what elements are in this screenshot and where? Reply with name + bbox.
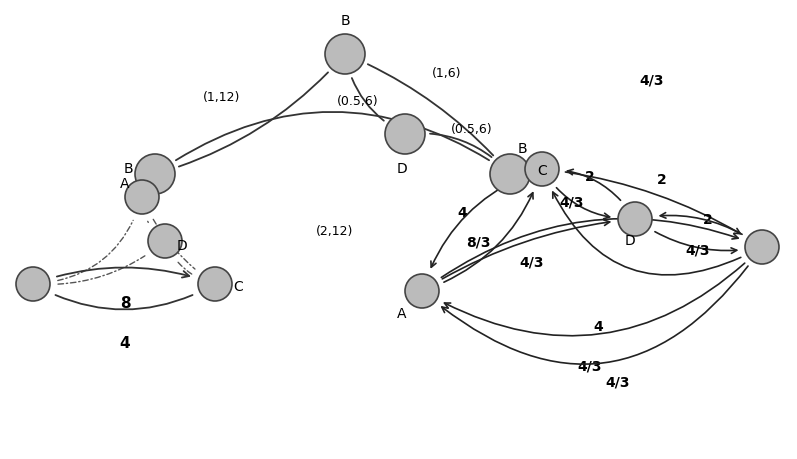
Circle shape — [16, 267, 50, 301]
Text: 4/3: 4/3 — [559, 196, 584, 210]
FancyArrowPatch shape — [442, 220, 610, 279]
Circle shape — [148, 224, 182, 258]
Circle shape — [125, 180, 159, 214]
Text: 4: 4 — [120, 336, 131, 352]
FancyArrowPatch shape — [57, 268, 189, 278]
Text: 4/3: 4/3 — [520, 256, 544, 270]
Text: (0.5,6): (0.5,6) — [337, 95, 379, 107]
Text: (2,12): (2,12) — [316, 224, 354, 237]
FancyArrowPatch shape — [368, 64, 493, 156]
Text: 8: 8 — [120, 297, 131, 312]
FancyArrowPatch shape — [565, 172, 740, 234]
FancyArrowPatch shape — [442, 218, 738, 277]
Text: B: B — [124, 162, 133, 176]
Text: 8/3: 8/3 — [465, 236, 490, 250]
Text: C: C — [234, 280, 243, 294]
FancyArrowPatch shape — [351, 78, 384, 121]
Circle shape — [525, 152, 559, 186]
FancyArrowPatch shape — [660, 213, 742, 234]
Text: 4/3: 4/3 — [640, 73, 664, 87]
FancyArrowPatch shape — [179, 73, 328, 167]
Text: 2: 2 — [657, 173, 667, 187]
Text: B: B — [340, 14, 350, 28]
FancyArrowPatch shape — [431, 178, 520, 267]
Text: 4/3: 4/3 — [578, 360, 603, 374]
Text: A: A — [397, 307, 406, 321]
Text: (1,12): (1,12) — [203, 90, 241, 103]
Text: (0.5,6): (0.5,6) — [451, 123, 493, 135]
Text: D: D — [397, 162, 407, 176]
FancyArrowPatch shape — [567, 169, 621, 200]
FancyArrowPatch shape — [556, 188, 610, 218]
FancyArrowPatch shape — [445, 263, 744, 336]
FancyArrowPatch shape — [153, 219, 195, 269]
Circle shape — [385, 114, 425, 154]
Text: A: A — [120, 177, 130, 191]
Circle shape — [405, 274, 439, 308]
Circle shape — [618, 202, 652, 236]
Text: D: D — [177, 239, 187, 253]
Text: (1,6): (1,6) — [432, 67, 461, 80]
FancyArrowPatch shape — [56, 295, 193, 309]
Text: 4: 4 — [457, 206, 467, 220]
Text: 4/3: 4/3 — [685, 243, 710, 257]
Text: 4: 4 — [593, 320, 603, 334]
Circle shape — [745, 230, 779, 264]
FancyArrowPatch shape — [176, 112, 489, 160]
FancyArrowPatch shape — [430, 134, 492, 157]
FancyArrowPatch shape — [655, 232, 736, 253]
Text: B: B — [517, 142, 527, 156]
Text: C: C — [537, 164, 547, 178]
Circle shape — [325, 34, 365, 74]
Text: 2: 2 — [703, 213, 713, 227]
Text: 4/3: 4/3 — [606, 376, 630, 390]
FancyArrowPatch shape — [178, 262, 192, 274]
Circle shape — [198, 267, 232, 301]
FancyArrowPatch shape — [444, 193, 533, 282]
FancyArrowPatch shape — [57, 220, 133, 280]
Circle shape — [490, 154, 530, 194]
FancyArrowPatch shape — [553, 192, 740, 275]
Text: D: D — [625, 234, 635, 248]
Text: 2: 2 — [585, 170, 595, 184]
FancyArrowPatch shape — [58, 256, 145, 284]
FancyArrowPatch shape — [442, 266, 748, 364]
Circle shape — [135, 154, 175, 194]
